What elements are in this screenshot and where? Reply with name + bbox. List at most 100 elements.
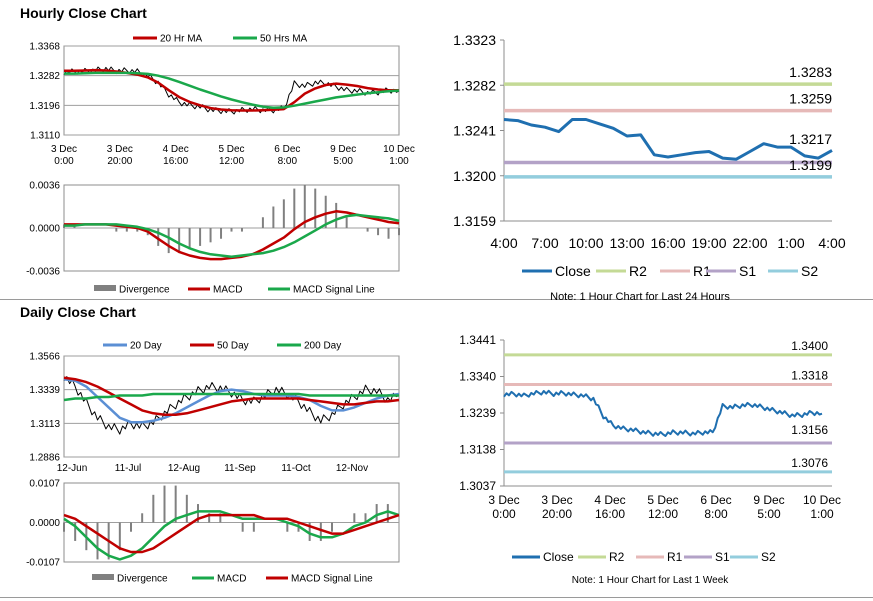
level-value-label: 1.3156 xyxy=(791,423,828,437)
legend-50hrs-ma-label: 50 Hrs MA xyxy=(260,34,308,45)
y-tick-label: 0.0107 xyxy=(29,479,60,490)
hourly-price-frame xyxy=(63,45,400,136)
macd-line xyxy=(63,510,400,561)
x-tick-label: 12-Jun xyxy=(57,463,88,474)
chart-note: Note: 1 Hour Chart for Last 24 Hours xyxy=(550,291,730,303)
x-tick-label: 13:00 xyxy=(609,235,644,251)
x-tick-label: 4 Dec xyxy=(163,144,189,155)
y-tick-label: 1.3339 xyxy=(29,385,60,396)
level-value-label: 1.3283 xyxy=(789,64,832,80)
section-divider xyxy=(0,299,873,300)
macd-signal-line xyxy=(63,513,400,554)
x-tick-label: 9 Dec xyxy=(330,144,356,155)
x-tick-label: 3 Dec xyxy=(541,493,572,507)
y-tick-label: 1.3200 xyxy=(453,168,496,184)
x-tick-label: 6 Dec xyxy=(274,144,300,155)
legend-r2-label: R2 xyxy=(609,550,625,564)
y-tick-label: 1.3239 xyxy=(459,406,496,420)
macd-signal-line xyxy=(64,213,400,258)
daily-section-title: Daily Close Chart xyxy=(20,304,136,320)
y-tick-label: 1.2886 xyxy=(29,453,60,464)
level-value-label: 1.3318 xyxy=(791,368,828,382)
legend-s2-label: S2 xyxy=(761,550,776,564)
y-tick-label: -0.0107 xyxy=(26,558,60,569)
y-tick-label: 1.3196 xyxy=(29,101,60,112)
y-tick-label: 1.3441 xyxy=(459,333,496,347)
x-tick-label: 16:00 xyxy=(163,156,188,167)
level-value-label: 1.3259 xyxy=(789,91,832,107)
y-tick-label: 1.3282 xyxy=(29,71,60,82)
y-tick-label: 1.3159 xyxy=(453,213,496,229)
x-tick-label: 4:00 xyxy=(490,235,517,251)
legend-s1-label: S1 xyxy=(715,550,730,564)
ma50-day-line xyxy=(63,376,400,417)
level-value-label: 1.3217 xyxy=(789,131,832,147)
legend-macd-label: MACD xyxy=(213,285,242,296)
x-tick-label: 10 Dec xyxy=(803,493,841,507)
x-tick-label: 1:00 xyxy=(389,156,409,167)
legend-r2-label: R2 xyxy=(629,263,647,279)
x-tick-label: 5 Dec xyxy=(218,144,244,155)
legend-divergence-swatch xyxy=(92,574,114,580)
x-tick-label: 11-Sep xyxy=(224,463,256,474)
y-tick-label: 0.0036 xyxy=(29,181,60,192)
x-tick-label: 8:00 xyxy=(278,156,298,167)
y-tick-label: 1.3368 xyxy=(29,42,60,53)
macd-line xyxy=(64,210,400,261)
x-tick-label: 3 Dec xyxy=(51,144,77,155)
legend-20-day-label: 20 Day xyxy=(130,341,162,352)
x-tick-label: 1:00 xyxy=(810,507,834,521)
legend-divergence-label: Divergence xyxy=(117,574,168,585)
price-line xyxy=(63,66,400,115)
legend-divergence-label: Divergence xyxy=(119,285,170,296)
legend-close-label: Close xyxy=(555,263,591,279)
x-tick-label: 5:00 xyxy=(757,507,781,521)
legend-macd-signal-label: MACD Signal Line xyxy=(293,285,375,296)
legend-divergence-swatch xyxy=(94,285,116,291)
x-tick-label: 4 Dec xyxy=(594,493,625,507)
y-tick-label: 0.0000 xyxy=(29,518,60,529)
legend-r1-label: R1 xyxy=(693,263,711,279)
y-tick-label: -0.0036 xyxy=(26,267,60,278)
y-tick-label: 1.3241 xyxy=(453,123,496,139)
x-tick-label: 12:00 xyxy=(219,156,244,167)
level-value-label: 1.3400 xyxy=(791,339,828,353)
y-tick-label: 1.3340 xyxy=(459,370,496,384)
legend-close-label: Close xyxy=(543,550,574,564)
x-tick-label: 20:00 xyxy=(542,507,572,521)
x-tick-label: 19:00 xyxy=(691,235,726,251)
legend-20hr-ma-label: 20 Hr MA xyxy=(160,34,203,45)
y-tick-label: 1.3323 xyxy=(453,32,496,48)
hourly-section-title: Hourly Close Chart xyxy=(20,5,147,21)
ma20-day-line xyxy=(63,377,400,424)
legend-macd-label: MACD xyxy=(217,574,246,585)
y-tick-label: 1.3566 xyxy=(29,352,60,363)
y-tick-label: 1.3037 xyxy=(459,479,496,493)
price-line xyxy=(63,376,400,435)
legend-200-day-label: 200 Day xyxy=(304,341,341,352)
legend-s2-label: S2 xyxy=(801,263,818,279)
close-line xyxy=(503,118,833,161)
bottom-divider xyxy=(0,597,873,598)
legend-s1-label: S1 xyxy=(739,263,756,279)
x-tick-label: 0:00 xyxy=(492,507,516,521)
chart-note: Note: 1 Hour Chart for Last 1 Week xyxy=(572,575,730,586)
x-tick-label: 7:00 xyxy=(531,235,558,251)
y-tick-label: 1.3282 xyxy=(453,77,496,93)
x-tick-label: 22:00 xyxy=(732,235,767,251)
x-tick-label: 0:00 xyxy=(54,156,74,167)
x-tick-label: 12:00 xyxy=(648,507,678,521)
legend-50-day-label: 50 Day xyxy=(217,341,249,352)
x-tick-label: 9 Dec xyxy=(753,493,784,507)
daily-price-frame xyxy=(63,355,400,458)
x-tick-label: 3 Dec xyxy=(107,144,133,155)
x-tick-label: 16:00 xyxy=(650,235,685,251)
x-tick-label: 12-Aug xyxy=(168,463,200,474)
x-tick-label: 10 Dec xyxy=(383,144,415,155)
x-tick-label: 5 Dec xyxy=(647,493,678,507)
x-tick-label: 20:00 xyxy=(107,156,132,167)
level-value-label: 1.3076 xyxy=(791,456,828,470)
close-line xyxy=(503,389,823,437)
x-tick-label: 1:00 xyxy=(777,235,804,251)
